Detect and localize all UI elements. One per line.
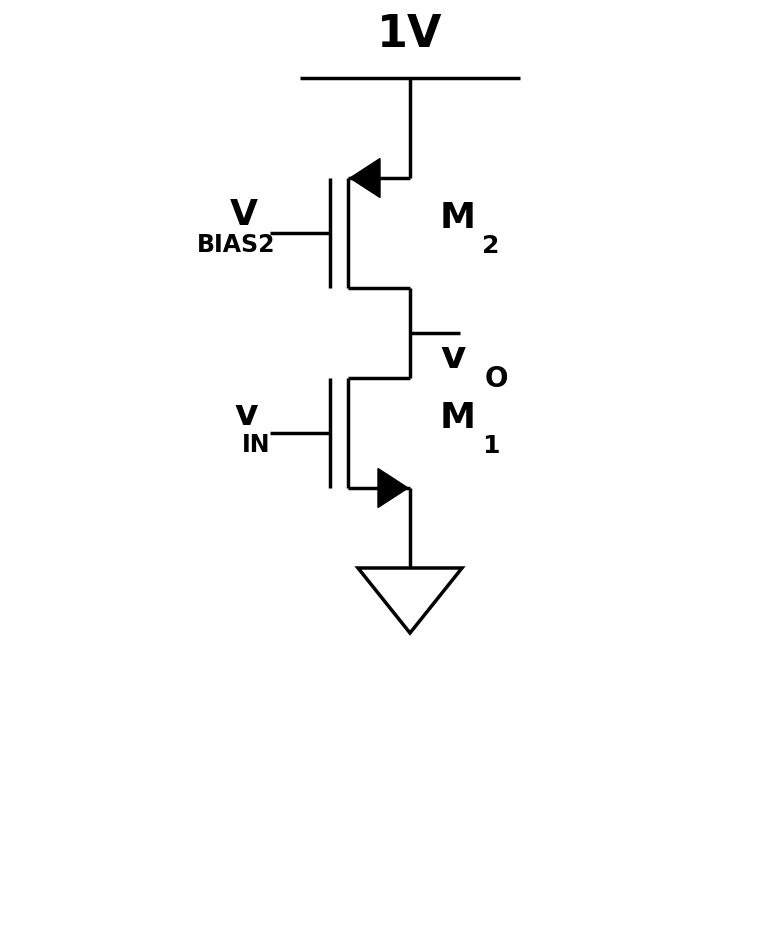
Polygon shape [350,159,380,198]
Text: V: V [230,198,258,232]
Text: IN: IN [241,433,270,457]
Text: 2: 2 [482,234,499,258]
Text: v: v [440,338,465,376]
Text: 1: 1 [482,434,499,458]
Text: BIAS2: BIAS2 [197,233,275,257]
Polygon shape [378,468,408,508]
Text: O: O [485,365,509,393]
Text: v: v [235,398,258,432]
Text: 1V: 1V [377,13,442,56]
Text: M: M [440,401,476,435]
Text: M: M [440,201,476,235]
